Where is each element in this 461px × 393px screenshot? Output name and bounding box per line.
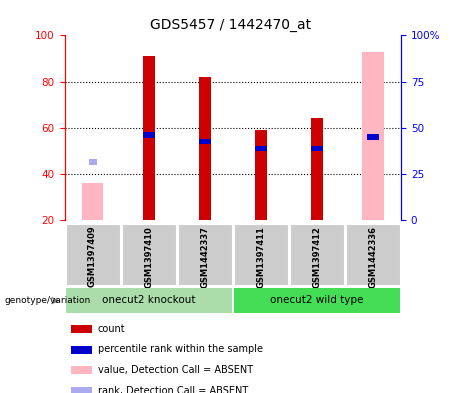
Text: onecut2 wild type: onecut2 wild type <box>270 295 364 305</box>
Bar <box>71 387 93 393</box>
Text: GSM1397409: GSM1397409 <box>88 226 97 287</box>
Text: GSM1442336: GSM1442336 <box>368 226 378 288</box>
Text: rank, Detection Call = ABSENT: rank, Detection Call = ABSENT <box>98 386 248 393</box>
Bar <box>65 224 119 285</box>
Bar <box>142 132 155 138</box>
Bar <box>71 366 93 374</box>
Text: value, Detection Call = ABSENT: value, Detection Call = ABSENT <box>98 365 253 375</box>
Bar <box>311 119 323 220</box>
Text: genotype/variation: genotype/variation <box>5 296 91 305</box>
Bar <box>254 130 267 220</box>
Bar <box>234 288 400 313</box>
Bar <box>199 77 211 220</box>
Text: GSM1397412: GSM1397412 <box>313 226 321 288</box>
Bar <box>367 134 379 140</box>
Bar <box>234 224 288 285</box>
Text: count: count <box>98 324 125 334</box>
Bar <box>311 146 323 151</box>
Bar <box>142 56 155 220</box>
Text: GDS5457 / 1442470_at: GDS5457 / 1442470_at <box>150 18 311 32</box>
Bar <box>346 224 400 285</box>
Text: onecut2 knockout: onecut2 knockout <box>102 295 195 305</box>
Bar <box>71 345 93 354</box>
Text: GSM1397411: GSM1397411 <box>256 226 266 288</box>
Bar <box>254 146 267 151</box>
Text: GSM1397410: GSM1397410 <box>144 226 153 288</box>
Text: percentile rank within the sample: percentile rank within the sample <box>98 344 262 354</box>
Bar <box>199 139 211 145</box>
Bar <box>362 51 384 220</box>
Bar <box>82 183 103 220</box>
Bar <box>65 288 232 313</box>
Text: GSM1442337: GSM1442337 <box>200 226 209 288</box>
Bar <box>122 224 176 285</box>
Bar <box>290 224 344 285</box>
Bar <box>89 160 96 165</box>
Bar <box>71 325 93 333</box>
Bar <box>178 224 232 285</box>
